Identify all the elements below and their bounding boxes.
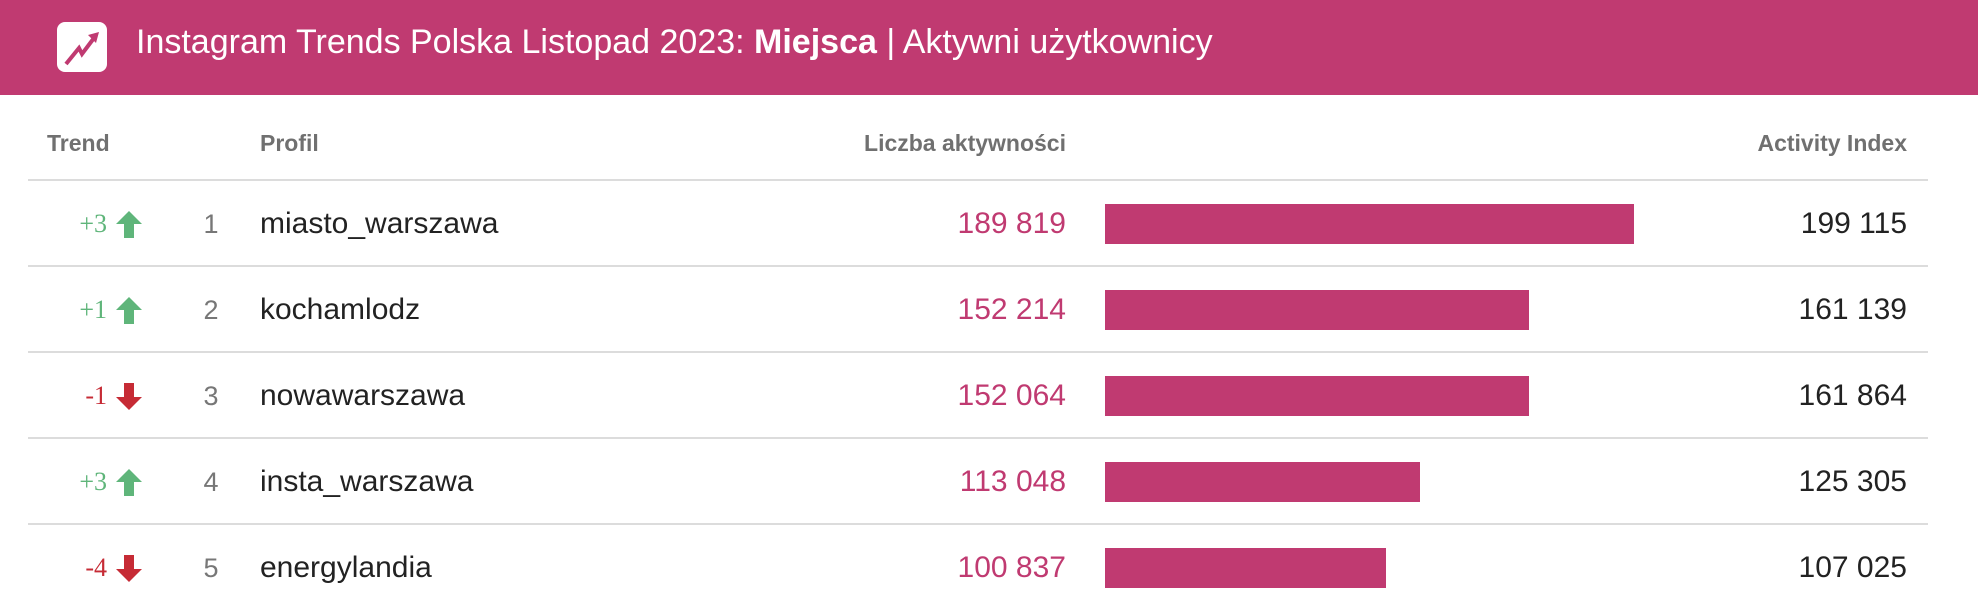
trend-change: -4 bbox=[85, 553, 107, 582]
column-header-profile: Profil bbox=[260, 130, 319, 156]
arrow-up-icon bbox=[116, 469, 142, 496]
column-header-index: Activity Index bbox=[1757, 130, 1907, 156]
divider bbox=[28, 265, 1928, 267]
rank: 2 bbox=[203, 295, 219, 325]
activity-index: 161 139 bbox=[1798, 293, 1907, 326]
page-title: Instagram Trends Polska Listopad 2023: M… bbox=[136, 0, 1213, 95]
rank: 1 bbox=[203, 209, 219, 239]
rank: 5 bbox=[203, 553, 219, 583]
column-header-count: Liczba aktywności bbox=[864, 130, 1066, 156]
activity-index: 107 025 bbox=[1798, 551, 1907, 584]
activity-count: 113 048 bbox=[959, 465, 1066, 498]
profile-name: miasto_warszawa bbox=[260, 207, 499, 240]
trending-up-icon bbox=[57, 22, 107, 72]
divider bbox=[28, 523, 1928, 525]
arrow-down-icon bbox=[116, 383, 142, 410]
activity-count: 152 064 bbox=[957, 379, 1066, 412]
trend-change: -1 bbox=[85, 381, 107, 410]
activity-bar bbox=[1105, 462, 1420, 502]
profile-name: insta_warszawa bbox=[260, 465, 474, 498]
title-prefix: Instagram Trends Polska Listopad 2023: bbox=[136, 23, 755, 61]
arrow-up-icon bbox=[116, 297, 142, 324]
activity-count: 189 819 bbox=[957, 207, 1066, 240]
activity-bar bbox=[1105, 204, 1634, 244]
profile-name: kochamlodz bbox=[260, 293, 421, 326]
divider bbox=[28, 437, 1928, 439]
trend-change: +3 bbox=[79, 467, 107, 496]
profile-name: energylandia bbox=[260, 551, 432, 584]
header-bar: Instagram Trends Polska Listopad 2023: M… bbox=[0, 0, 1978, 95]
arrow-down-icon bbox=[116, 555, 142, 582]
activity-count: 100 837 bbox=[957, 551, 1066, 584]
activity-index: 161 864 bbox=[1798, 379, 1907, 412]
table-row: -4 5 energylandia 100 837 107 025 bbox=[0, 525, 1978, 611]
activity-bar bbox=[1105, 548, 1386, 588]
divider bbox=[28, 351, 1928, 353]
rank: 4 bbox=[203, 467, 219, 497]
divider bbox=[28, 179, 1928, 181]
trend-change: +1 bbox=[79, 295, 107, 324]
trend-change: +3 bbox=[79, 209, 107, 238]
activity-index: 199 115 bbox=[1800, 207, 1907, 240]
table-row: +1 2 kochamlodz 152 214 161 139 bbox=[0, 267, 1978, 353]
activity-count: 152 214 bbox=[957, 293, 1066, 326]
rank: 3 bbox=[203, 381, 219, 411]
activity-index: 125 305 bbox=[1798, 465, 1907, 498]
title-category: Miejsca bbox=[754, 23, 877, 61]
table-row: +3 1 miasto_warszawa 189 819 199 115 bbox=[0, 181, 1978, 267]
activity-bar bbox=[1105, 290, 1530, 330]
arrow-up-icon bbox=[116, 211, 142, 238]
table-row: -1 3 nowawarszawa 152 064 161 864 bbox=[0, 353, 1978, 439]
table-row: +3 4 insta_warszawa 113 048 125 305 bbox=[0, 439, 1978, 525]
title-suffix: | Aktywni użytkownicy bbox=[876, 23, 1213, 61]
profile-name: nowawarszawa bbox=[260, 379, 466, 412]
column-header-trend: Trend bbox=[47, 130, 110, 156]
activity-bar bbox=[1105, 376, 1529, 416]
